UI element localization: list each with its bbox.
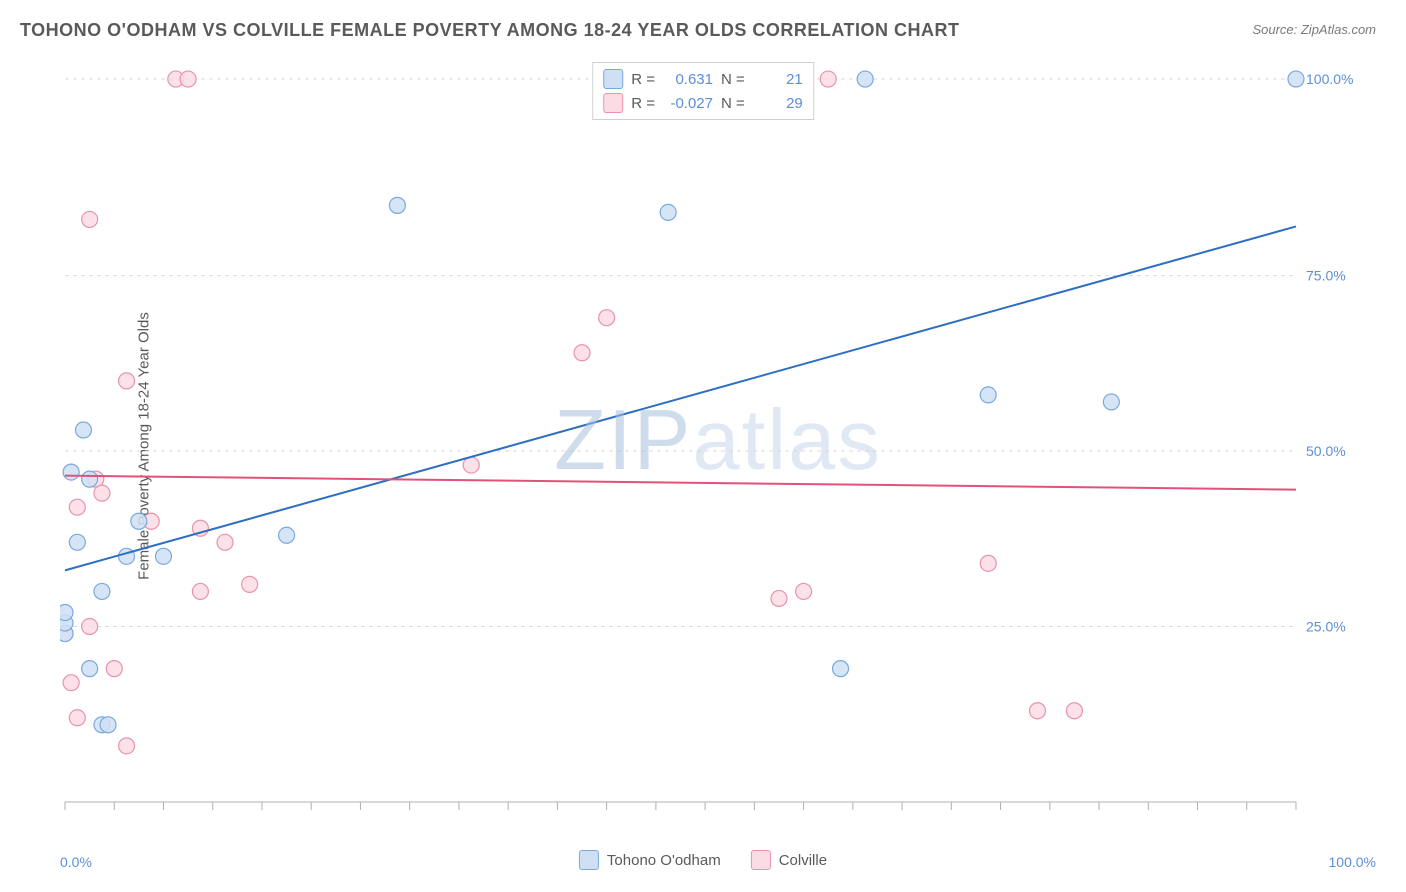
- legend-r-value-tohono: 0.631: [663, 71, 713, 88]
- legend-n-value-tohono: 21: [753, 71, 803, 88]
- legend-n-label: N =: [721, 95, 745, 112]
- chart-plot-area: 25.0%50.0%75.0%100.0% ZIPatlas: [60, 60, 1376, 822]
- x-axis-min-label: 0.0%: [60, 854, 92, 870]
- chart-title: TOHONO O'ODHAM VS COLVILLE FEMALE POVERT…: [20, 20, 960, 41]
- svg-text:25.0%: 25.0%: [1306, 619, 1346, 635]
- swatch-colville: [751, 850, 771, 870]
- source-attribution: Source: ZipAtlas.com: [1252, 22, 1376, 37]
- legend-item-tohono: Tohono O'odham: [579, 850, 721, 870]
- svg-text:50.0%: 50.0%: [1306, 443, 1346, 459]
- legend-item-colville: Colville: [751, 850, 827, 870]
- legend-label-colville: Colville: [779, 852, 827, 869]
- swatch-tohono: [603, 69, 623, 89]
- swatch-colville: [603, 93, 623, 113]
- legend-r-value-colville: -0.027: [663, 95, 713, 112]
- series-legend: Tohono O'odham Colville: [579, 850, 827, 870]
- legend-label-tohono: Tohono O'odham: [607, 852, 721, 869]
- scatter-svg: 25.0% 50.0% 75.0% 100.0%: [60, 60, 1376, 822]
- legend-row-tohono: R = 0.631 N = 21: [603, 67, 803, 91]
- legend-row-colville: R = -0.027 N = 29: [603, 91, 803, 115]
- legend-n-value-colville: 29: [753, 95, 803, 112]
- correlation-legend: R = 0.631 N = 21 R = -0.027 N = 29: [592, 62, 814, 120]
- legend-n-label: N =: [721, 71, 745, 88]
- svg-text:100.0%: 100.0%: [1306, 71, 1353, 87]
- legend-r-label: R =: [631, 71, 655, 88]
- svg-text:75.0%: 75.0%: [1306, 268, 1346, 284]
- legend-r-label: R =: [631, 95, 655, 112]
- x-axis-max-label: 100.0%: [1329, 854, 1376, 870]
- swatch-tohono: [579, 850, 599, 870]
